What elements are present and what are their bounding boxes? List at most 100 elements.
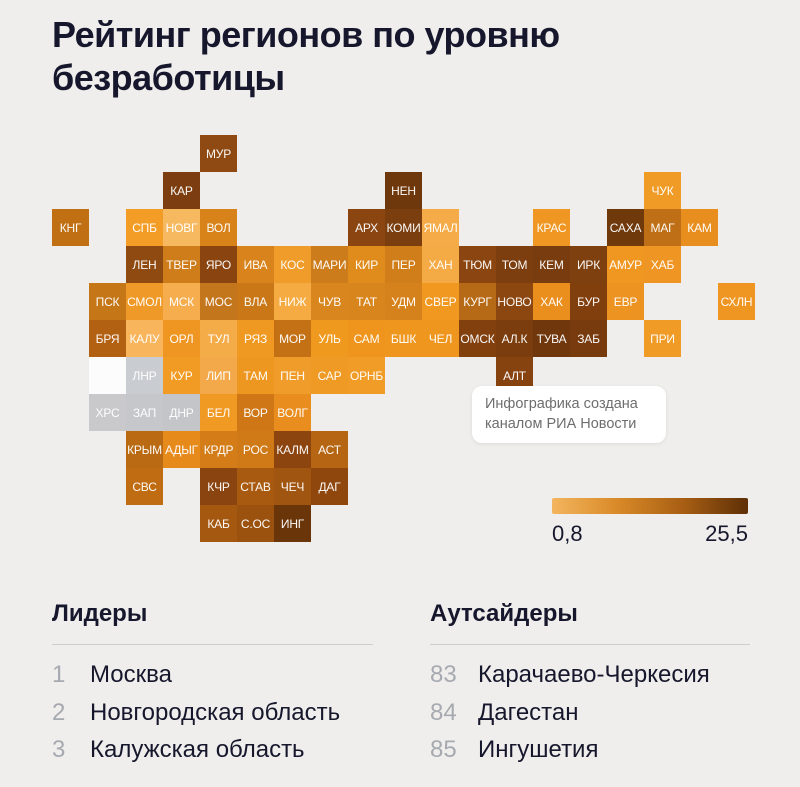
map-tile-НЕН: НЕН bbox=[385, 172, 422, 209]
map-tile-САР: САР bbox=[311, 357, 348, 394]
map-tile-КУР: КУР bbox=[163, 357, 200, 394]
map-tile-СПБ: СПБ bbox=[126, 209, 163, 246]
leaders-heading: Лидеры bbox=[52, 600, 148, 627]
map-tile-БРЯ: БРЯ bbox=[89, 320, 126, 357]
map-tile-ВЛА: ВЛА bbox=[237, 283, 274, 320]
map-tile-ХАН: ХАН bbox=[422, 246, 459, 283]
map-tile-ЗАБ: ЗАБ bbox=[570, 320, 607, 357]
map-tile-СХЛН: СХЛН bbox=[718, 283, 755, 320]
legend-gradient-bar bbox=[552, 498, 748, 514]
map-tile-ВОР: ВОР bbox=[237, 394, 274, 431]
map-tile-ТОМ: ТОМ bbox=[496, 246, 533, 283]
map-tile-МАГ: МАГ bbox=[644, 209, 681, 246]
list-item: 1 Москва bbox=[52, 661, 373, 699]
map-tile-ВОЛ: ВОЛ bbox=[200, 209, 237, 246]
map-tile-КАЛУ: КАЛУ bbox=[126, 320, 163, 357]
color-legend: 0,8 25,5 bbox=[552, 498, 748, 547]
map-tile-КОМИ: КОМИ bbox=[385, 209, 422, 246]
map-tile-МОС: МОС bbox=[200, 283, 237, 320]
map-tile-АДЫГ: АДЫГ bbox=[163, 431, 200, 468]
map-tile-ХРС: ХРС bbox=[89, 394, 126, 431]
rank-number: 2 bbox=[52, 698, 66, 726]
region-name: Дагестан bbox=[478, 698, 579, 726]
outsiders-divider bbox=[430, 644, 750, 645]
map-tile-МСК: МСК bbox=[163, 283, 200, 320]
map-tile-БШК: БШК bbox=[385, 320, 422, 357]
region-name: Калужская область bbox=[90, 736, 305, 763]
map-tile-ТАМ: ТАМ bbox=[237, 357, 274, 394]
list-item: 83 Карачаево-Черкесия bbox=[430, 661, 750, 699]
list-item: 85 Ингушетия bbox=[430, 736, 750, 774]
map-tile-КРДР: КРДР bbox=[200, 431, 237, 468]
map-tile-ИРК: ИРК bbox=[570, 246, 607, 283]
outsiders-heading: Аутсайдеры bbox=[430, 600, 578, 627]
map-tile-ДНР: ДНР bbox=[163, 394, 200, 431]
map-tile-КРАС: КРАС bbox=[533, 209, 570, 246]
map-tile-КАБ: КАБ bbox=[200, 505, 237, 542]
map-tile-blank bbox=[89, 357, 126, 394]
outsiders-rows: 83 Карачаево-Черкесия 84 Дагестан 85 Ингушети… bbox=[430, 661, 750, 774]
map-tile-УЛЬ: УЛЬ bbox=[311, 320, 348, 357]
map-tile-ЧУВ: ЧУВ bbox=[311, 283, 348, 320]
region-name: Ингушетия bbox=[478, 736, 599, 763]
map-tile-ЧЕЛ: ЧЕЛ bbox=[422, 320, 459, 357]
map-tile-ЯРО: ЯРО bbox=[200, 246, 237, 283]
map-tile-ТВЕР: ТВЕР bbox=[163, 246, 200, 283]
map-tile-СВЕР: СВЕР bbox=[422, 283, 459, 320]
attribution-card: Инфографика создана каналом РИА Новости bbox=[472, 386, 666, 443]
leaders-rows: 1 Москва 2 Новгородская область 3 Калужская о… bbox=[52, 661, 373, 774]
map-tile-ПРИ: ПРИ bbox=[644, 320, 681, 357]
map-tile-ТУЛ: ТУЛ bbox=[200, 320, 237, 357]
rank-number: 3 bbox=[52, 736, 66, 763]
map-tile-РЯЗ: РЯЗ bbox=[237, 320, 274, 357]
map-tile-РОС: РОС bbox=[237, 431, 274, 468]
map-tile-МУР: МУР bbox=[200, 135, 237, 172]
map-tile-КРЫМ: КРЫМ bbox=[126, 431, 163, 468]
map-tile-КЧР: КЧР bbox=[200, 468, 237, 505]
map-tile-ВОЛГ: ВОЛГ bbox=[274, 394, 311, 431]
map-tile-С.ОС: С.ОС bbox=[237, 505, 274, 542]
map-tile-ЛНР: ЛНР bbox=[126, 357, 163, 394]
map-tile-АЛ.К: АЛ.К bbox=[496, 320, 533, 357]
region-name: Новгородская область bbox=[90, 698, 341, 726]
map-tile-САМ: САМ bbox=[348, 320, 385, 357]
page-title-line2: безработицы bbox=[52, 57, 285, 98]
map-tile-ЗАП: ЗАП bbox=[126, 394, 163, 431]
map-tile-СМОЛ: СМОЛ bbox=[126, 283, 163, 320]
map-tile-ЯМАЛ: ЯМАЛ bbox=[422, 209, 459, 246]
map-tile-УДМ: УДМ bbox=[385, 283, 422, 320]
map-tile-ЧЕЧ: ЧЕЧ bbox=[274, 468, 311, 505]
rank-number: 85 bbox=[430, 736, 457, 763]
map-tile-ОМСК: ОМСК bbox=[459, 320, 496, 357]
map-tile-НОВГ: НОВГ bbox=[163, 209, 200, 246]
rank-number: 1 bbox=[52, 661, 66, 688]
map-tile-ЛЕН: ЛЕН bbox=[126, 246, 163, 283]
map-tile-НИЖ: НИЖ bbox=[274, 283, 311, 320]
map-tile-КАР: КАР bbox=[163, 172, 200, 209]
list-item: 3 Калужская область bbox=[52, 736, 373, 774]
map-tile-ХАБ: ХАБ bbox=[644, 246, 681, 283]
outsiders-list: Аутсайдеры 83 Карачаево-Черкесия 84 Дагеста… bbox=[430, 600, 750, 774]
map-tile-АРХ: АРХ bbox=[348, 209, 385, 246]
legend-min-label: 0,8 bbox=[552, 521, 583, 546]
map-tile-ОРНБ: ОРНБ bbox=[348, 357, 385, 394]
map-tile-БУР: БУР bbox=[570, 283, 607, 320]
legend-max-label: 25,5 bbox=[705, 521, 748, 546]
map-tile-КАЛМ: КАЛМ bbox=[274, 431, 311, 468]
map-tile-НОВО: НОВО bbox=[496, 283, 533, 320]
map-tile-КОС: КОС bbox=[274, 246, 311, 283]
map-tile-ТАТ: ТАТ bbox=[348, 283, 385, 320]
map-tile-АСТ: АСТ bbox=[311, 431, 348, 468]
map-tile-ТЮМ: ТЮМ bbox=[459, 246, 496, 283]
page-title-line1: Рейтинг регионов по уровню bbox=[52, 14, 560, 55]
map-tile-КНГ: КНГ bbox=[52, 209, 89, 246]
map-tile-БЕЛ: БЕЛ bbox=[200, 394, 237, 431]
leaders-list: Лидеры 1 Москва 2 Новгородская область 3 Калу… bbox=[52, 600, 373, 774]
map-tile-ПСК: ПСК bbox=[89, 283, 126, 320]
map-tile-КИР: КИР bbox=[348, 246, 385, 283]
list-item: 84 Дагестан bbox=[430, 699, 750, 737]
map-tile-ТУВА: ТУВА bbox=[533, 320, 570, 357]
rank-number: 83 bbox=[430, 661, 457, 688]
rank-number: 84 bbox=[430, 698, 457, 726]
map-tile-ПЕР: ПЕР bbox=[385, 246, 422, 283]
